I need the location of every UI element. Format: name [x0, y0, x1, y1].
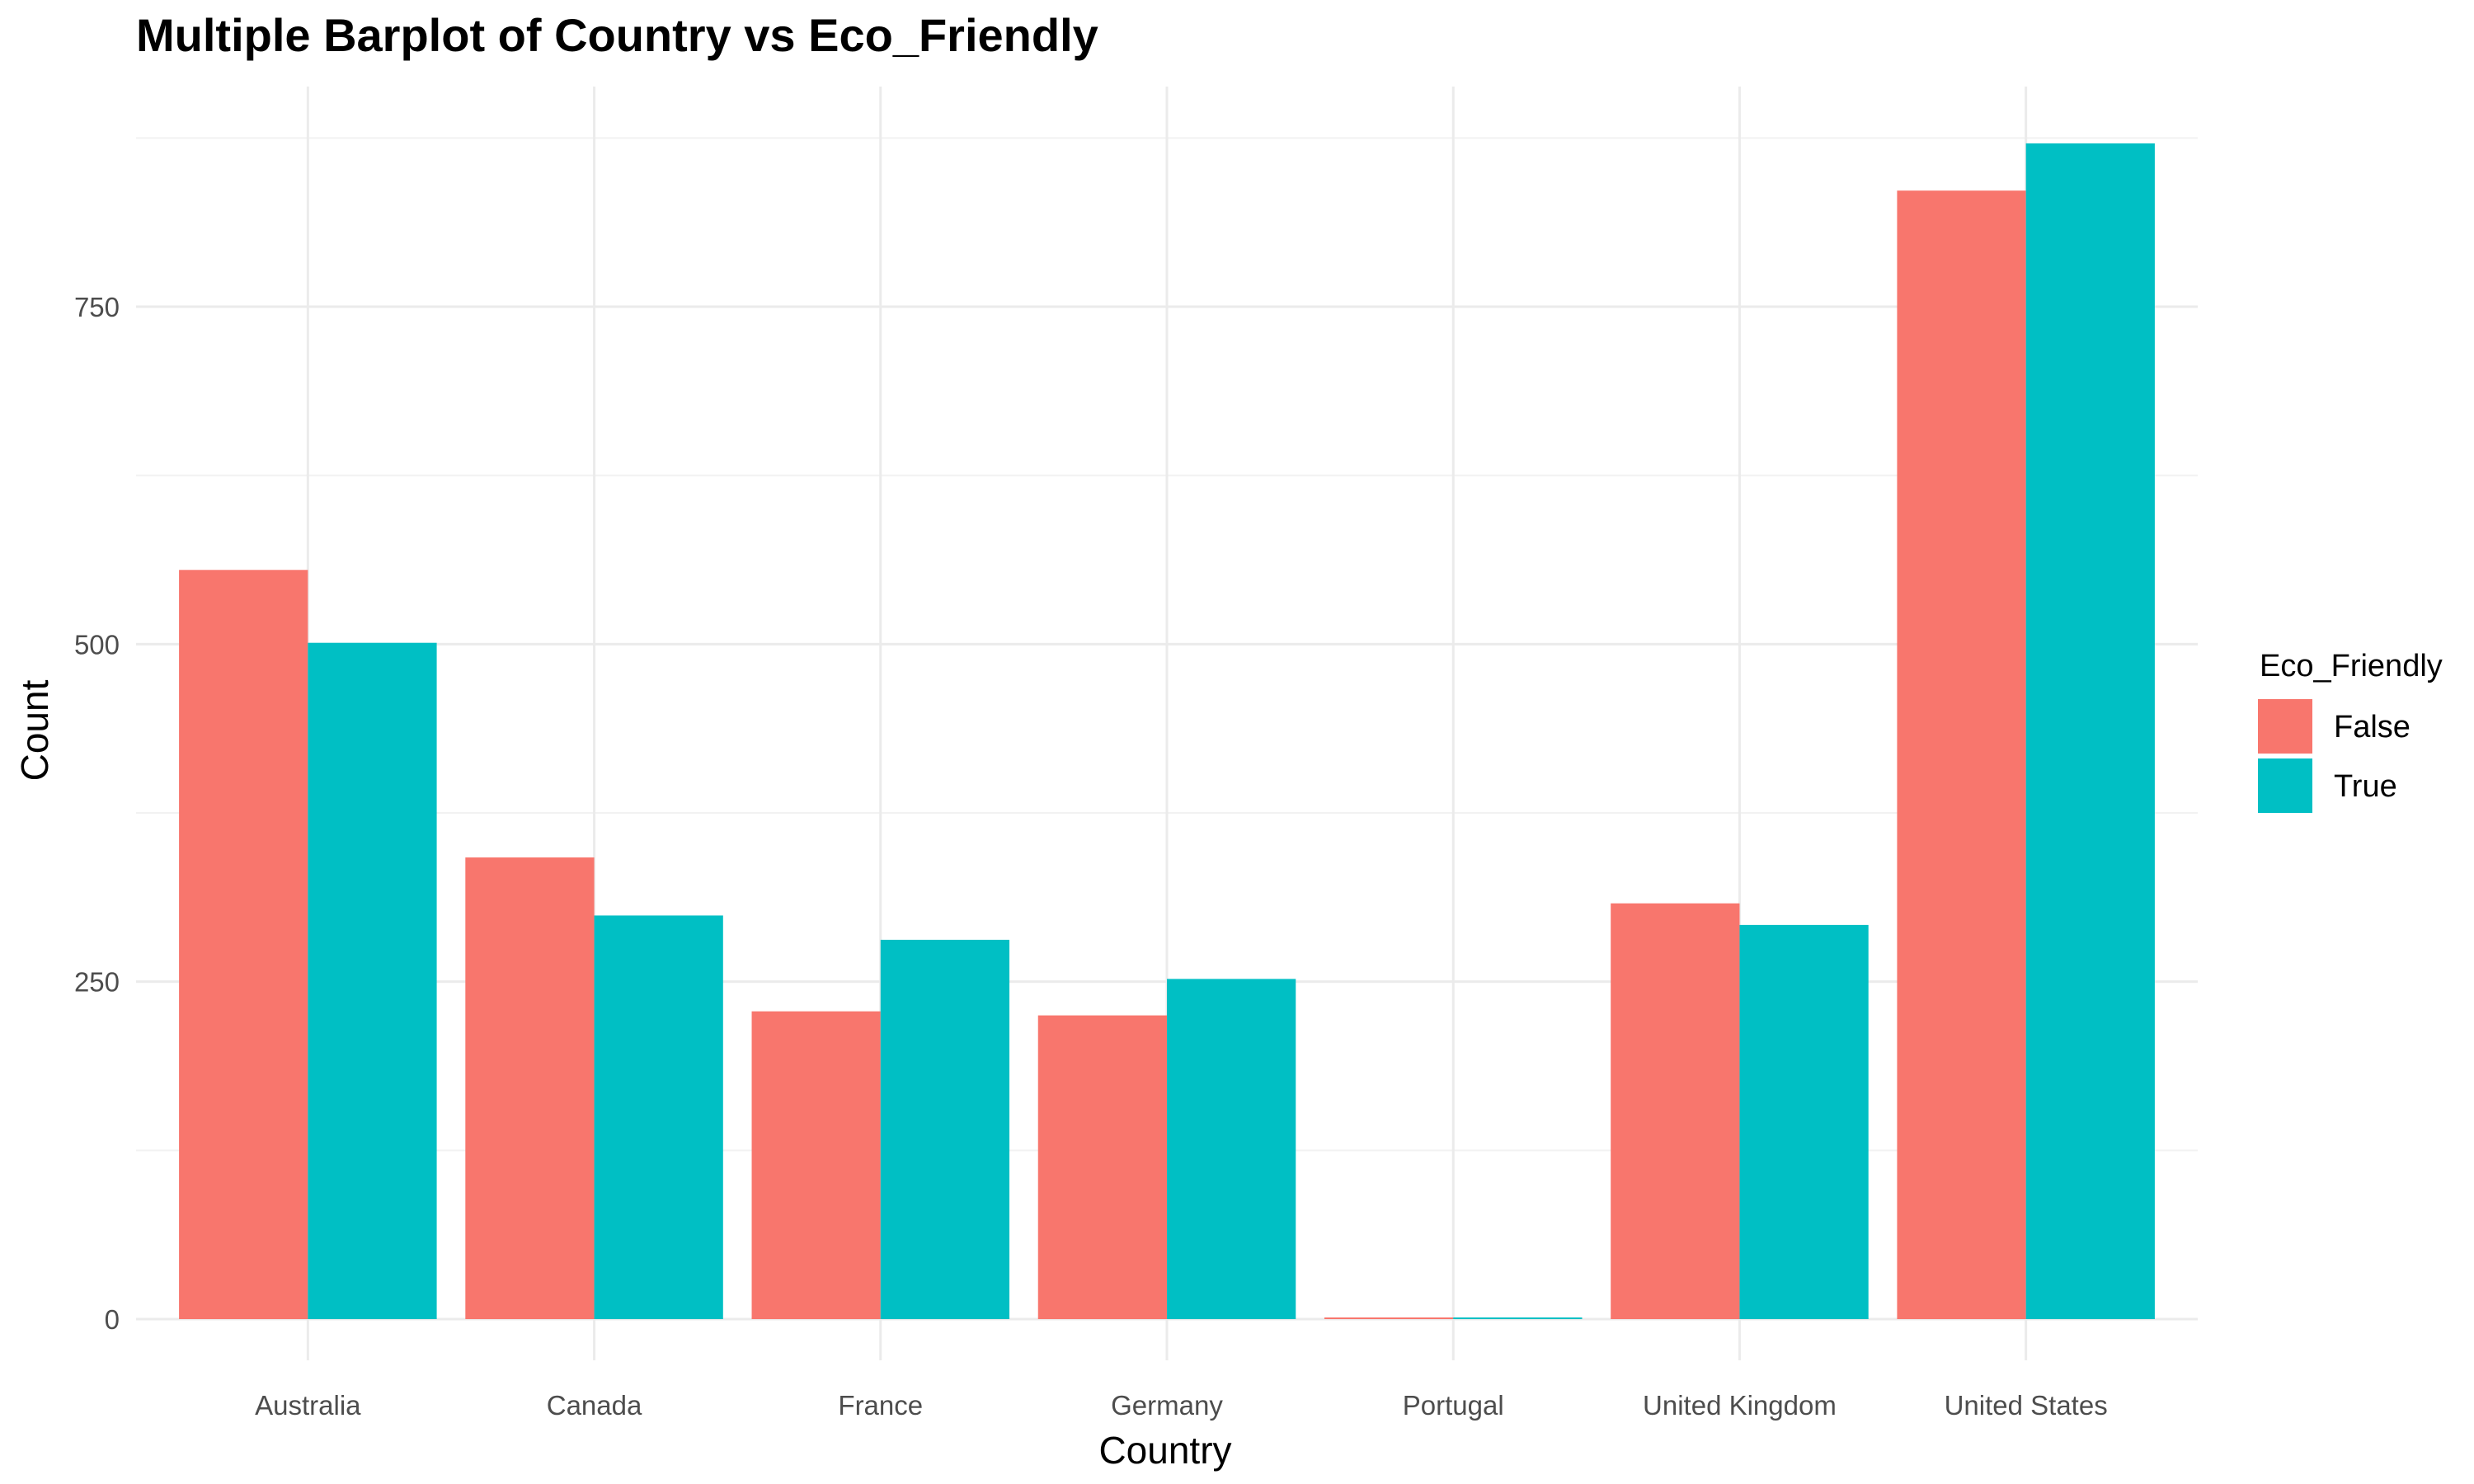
y-tick-label: 750: [74, 292, 120, 322]
legend-swatch-true: [2258, 758, 2312, 813]
legend-label-true: True: [2334, 769, 2397, 804]
x-tick-label: Australia: [255, 1390, 361, 1421]
x-tick-label: Portugal: [1403, 1390, 1504, 1421]
bar-true-france: [880, 939, 1010, 1319]
bars: [179, 143, 2155, 1319]
x-tick-label: United Kingdom: [1643, 1390, 1837, 1421]
x-tick-label: Canada: [547, 1390, 642, 1421]
legend: Eco_Friendly False True: [2258, 649, 2443, 813]
bar-false-australia: [179, 570, 308, 1319]
x-tick-label: France: [838, 1390, 923, 1421]
bar-false-united-states: [1897, 190, 2026, 1319]
x-axis-ticks: Australia Canada France Germany Portugal Unit…: [255, 1390, 2108, 1421]
x-tick-label: Germany: [1111, 1390, 1223, 1421]
y-axis-ticks: 0 250 500 750: [74, 292, 120, 1335]
bar-true-united-states: [2025, 143, 2155, 1319]
bar-false-portugal: [1324, 1317, 1454, 1319]
bar-false-germany: [1037, 1015, 1167, 1319]
bar-false-united-kingdom: [1611, 903, 1740, 1319]
bar-true-australia: [308, 642, 437, 1319]
legend-title: Eco_Friendly: [2260, 649, 2443, 683]
x-axis-title: Country: [1098, 1429, 1231, 1472]
y-tick-label: 0: [105, 1304, 120, 1335]
bar-true-portugal: [1453, 1317, 1583, 1319]
y-axis-title: Count: [13, 679, 56, 781]
chart-title: Multiple Barplot of Country vs Eco_Frien…: [136, 9, 1098, 61]
y-tick-label: 500: [74, 629, 120, 660]
legend-label-false: False: [2334, 710, 2411, 744]
y-tick-label: 250: [74, 967, 120, 998]
legend-swatch-false: [2258, 699, 2312, 754]
bar-false-canada: [465, 857, 595, 1319]
bar-true-germany: [1167, 979, 1296, 1319]
bar-true-united-kingdom: [1739, 924, 1869, 1319]
bar-true-canada: [594, 915, 723, 1319]
bar-false-france: [751, 1011, 881, 1319]
x-tick-label: United States: [1945, 1390, 2108, 1421]
